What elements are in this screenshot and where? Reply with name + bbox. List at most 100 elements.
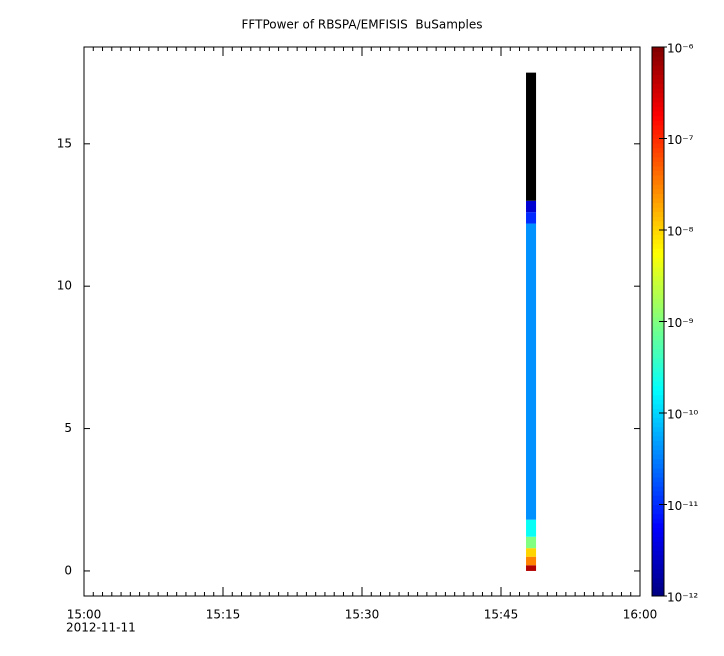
colorbar-swatch [652,257,664,263]
colorbar-swatch [652,111,664,117]
colorbar-tick-label: 10⁻¹¹ [667,499,698,513]
colorbar-swatch [652,239,664,245]
colorbar-swatch [652,394,664,400]
colorbar-swatch [652,499,664,505]
colorbar-swatch [652,490,664,496]
colorbar-swatch [652,220,664,226]
colorbar-swatch [652,316,664,322]
spectrogram-cell [526,565,537,571]
colorbar-swatch [652,284,664,290]
colorbar-swatch [652,79,664,85]
colorbar-swatch [652,449,664,455]
colorbar-swatch [652,124,664,130]
colorbar-swatch [652,367,664,373]
spectrogram-cell [526,519,537,537]
colorbar-swatch [652,445,664,451]
colorbar-swatch [652,413,664,419]
colorbar-swatch [652,513,664,519]
colorbar-swatch [652,582,664,588]
colorbar-swatch [652,554,664,560]
colorbar-swatch [652,243,664,249]
colorbar-swatch [652,152,664,158]
colorbar-swatch [652,376,664,382]
colorbar-swatch [652,115,664,121]
colorbar-swatch [652,509,664,515]
colorbar-tick-label: 10⁻¹⁰ [667,408,698,422]
colorbar-swatch [652,252,664,258]
colorbar-swatch [652,65,664,71]
colorbar-swatch [652,51,664,57]
x-tick-label: 15:45 [484,608,519,622]
colorbar-swatch [652,56,664,62]
colorbar-tick-label: 10⁻⁷ [667,133,694,147]
colorbar-swatch [652,435,664,441]
colorbar-swatch [652,440,664,446]
colorbar-tick-label: 10⁻⁸ [667,225,694,239]
colorbar-swatch [652,527,664,533]
colorbar-swatch [652,385,664,391]
spectrogram-cell [526,536,537,549]
colorbar-swatch [652,165,664,172]
x-tick-label: 15:15 [206,608,241,622]
colorbar-tick-label: 10⁻¹² [667,591,698,605]
colorbar-swatch [652,225,664,231]
colorbar-swatch [652,371,664,377]
y-tick-label: 15 [57,136,72,150]
colorbar-swatch [652,179,664,185]
colorbar-swatch [652,559,664,565]
colorbar-swatch [652,481,664,487]
colorbar-swatch [652,504,664,510]
colorbar-swatch [652,591,664,597]
colorbar-swatch [652,399,664,405]
colorbar-swatch [652,188,664,194]
colorbar-swatch [652,271,664,277]
spectrogram-cell [526,212,537,224]
colorbar-swatch [652,486,664,492]
colorbar-tick-label: 10⁻⁶ [667,42,694,56]
colorbar-swatch [652,234,664,240]
x-tick-label: 15:00 [67,608,102,622]
colorbar-swatch [652,303,664,309]
colorbar-swatch [652,248,664,254]
colorbar-swatch [652,280,664,286]
spectrogram-cell [526,200,537,213]
colorbar-swatch [652,536,664,542]
colorbar-swatch [652,417,664,423]
colorbar-swatch [652,522,664,528]
colorbar-tick-label: 10⁻⁹ [667,316,694,330]
spectrogram-cell [526,548,537,557]
colorbar-swatch [652,88,664,94]
colorbar-swatch [652,170,664,176]
colorbar-swatch [652,477,664,483]
colorbar-swatch [652,330,664,336]
colorbar-swatch [652,216,664,222]
colorbar-swatch [652,472,664,478]
colorbar-swatch [652,156,664,162]
colorbar-swatch [652,321,664,327]
colorbar-swatch [652,353,664,359]
date-label: 2012-11-11 [66,621,136,635]
colorbar-swatch [652,197,664,204]
colorbar-swatch [652,143,664,149]
chart-title: FFTPower of RBSPA/EMFISIS BuSamples [242,18,483,32]
x-tick-label: 15:30 [345,608,380,622]
colorbar-swatch [652,431,664,437]
colorbar-swatch [652,193,664,199]
colorbar-swatch [652,458,664,464]
x-tick-label: 16:00 [623,608,658,622]
colorbar-swatch [652,230,664,236]
colorbar-swatch [652,358,664,364]
colorbar-swatch [652,339,664,345]
spectrogram-cell [526,556,537,566]
colorbar-swatch [652,426,664,432]
colorbar-swatch [652,133,664,139]
colorbar-swatch [652,577,664,583]
colorbar-swatch [652,335,664,341]
colorbar-swatch [652,262,664,268]
colorbar-swatch [652,380,664,387]
y-tick-label: 5 [64,421,72,435]
colorbar-swatch [652,541,664,547]
spectrogram-cell [526,72,537,201]
colorbar-swatch [652,147,664,153]
colorbar-swatch [652,467,664,473]
